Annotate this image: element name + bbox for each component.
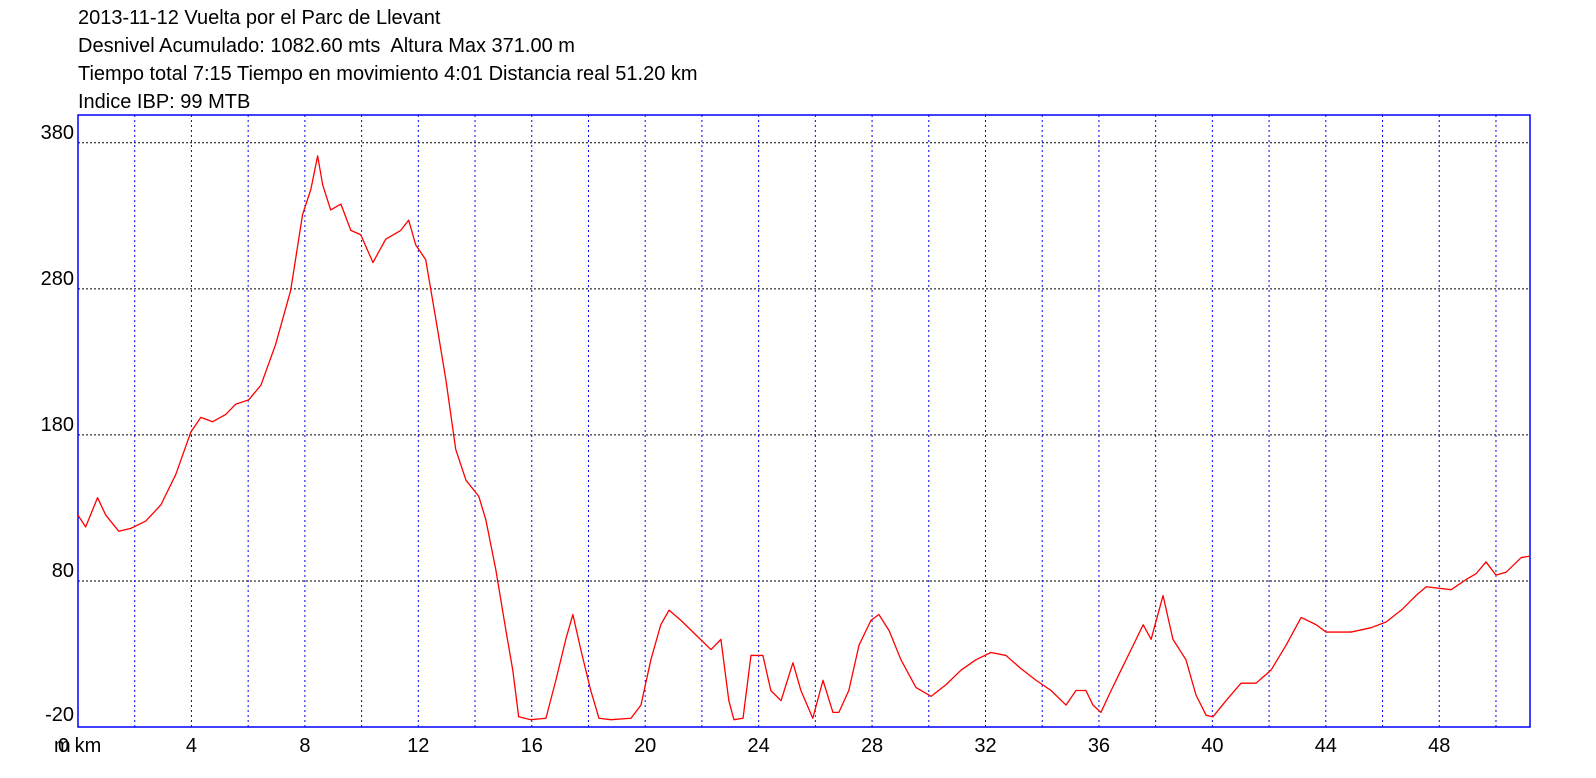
chart-subtitle: Desnivel Acumulado: 1082.60 mts Altura M… bbox=[78, 35, 575, 57]
chart-title: 2013-11-12 Vuelta por el Parc de Llevant bbox=[78, 7, 441, 29]
y-tick-label: -20 bbox=[45, 704, 74, 726]
x-tick-label: 8 bbox=[299, 735, 310, 757]
x-tick-label: 4 bbox=[186, 735, 197, 757]
chart-subtitle: Tiempo total 7:15 Tiempo en movimiento 4… bbox=[78, 63, 698, 85]
x-tick-label: 16 bbox=[521, 735, 543, 757]
elevation-line bbox=[77, 155, 1531, 721]
y-tick-label: 280 bbox=[41, 268, 74, 290]
y-tick-label: 180 bbox=[41, 414, 74, 436]
x-tick-label: 12 bbox=[407, 735, 429, 757]
x-tick-label: 28 bbox=[861, 735, 883, 757]
x-tick-label: 40 bbox=[1201, 735, 1223, 757]
y-tick-label: 380 bbox=[41, 122, 74, 144]
x-tick-label: 32 bbox=[974, 735, 996, 757]
x-tick-label: 24 bbox=[748, 735, 770, 757]
x-tick-label: 44 bbox=[1315, 735, 1337, 757]
x-tick-label: 20 bbox=[634, 735, 656, 757]
x-tick-label: 36 bbox=[1088, 735, 1110, 757]
y-axis-label: m bbox=[54, 735, 71, 757]
plot-frame bbox=[77, 114, 1531, 728]
x-tick-label: 0 km bbox=[58, 735, 101, 757]
y-tick-label: 80 bbox=[52, 560, 74, 582]
x-tick-label: 48 bbox=[1428, 735, 1450, 757]
chart-subtitle: Indice IBP: 99 MTB bbox=[78, 91, 250, 113]
